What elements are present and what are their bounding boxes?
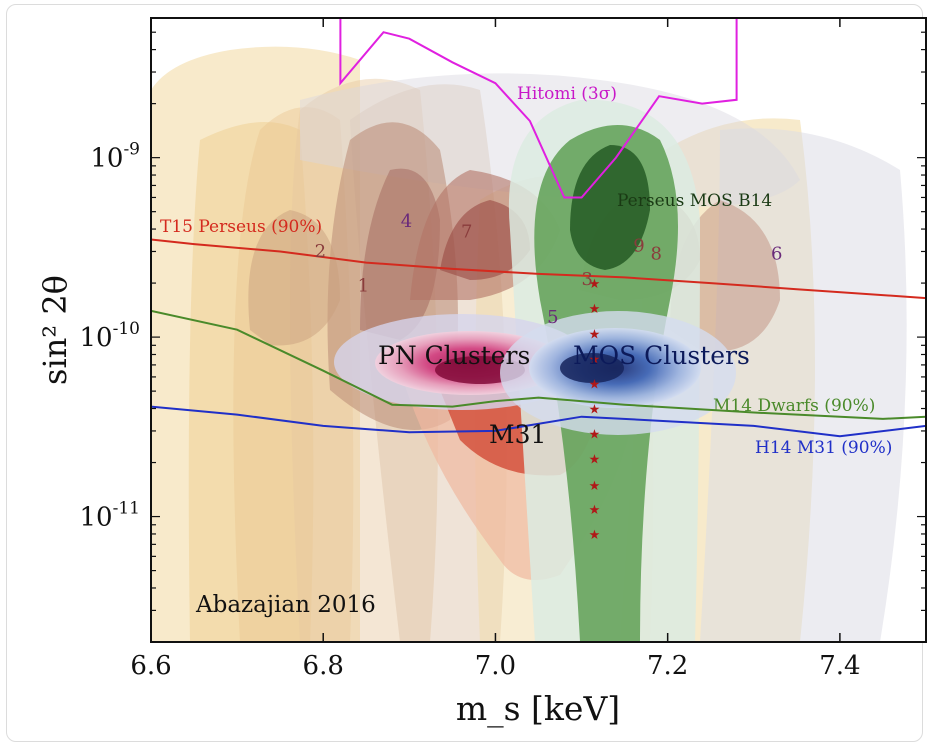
galaxy-labels: 1 2 3 4 5 6 7 89 — [315, 211, 783, 328]
perseus-inner — [570, 145, 650, 270]
limit-curve-line — [151, 405, 926, 438]
galaxy-number-label: 7 — [461, 221, 472, 242]
star-marker: ★ — [589, 428, 601, 443]
star-marker: ★ — [589, 528, 601, 543]
limit-curve-line — [151, 238, 926, 300]
plot-border — [150, 17, 927, 643]
star-marker: ★ — [589, 503, 601, 518]
mos-clusters-region — [500, 311, 736, 435]
pn-clusters-label: PN Clusters — [378, 341, 530, 370]
star-marker: ★ — [589, 479, 601, 494]
galaxy-number-label: 6 — [771, 244, 782, 265]
stars-series: ★ ★ ★ ★ ★ ★ ★ ★ ★ ★ ★ — [589, 277, 601, 543]
star-marker: ★ — [589, 378, 601, 393]
star-marker: ★ — [589, 302, 601, 317]
x-tick-label: 7.2 — [647, 651, 688, 681]
star-marker: ★ — [589, 352, 601, 367]
star-marker: ★ — [589, 327, 601, 342]
y-tick-label: 10-9 — [90, 140, 140, 174]
galaxy-number-label: 2 — [315, 241, 326, 262]
y-tick-label: 10-11 — [80, 499, 140, 533]
x-tick-label: 6.8 — [303, 651, 344, 681]
galaxy-contour — [248, 210, 340, 346]
h14-label: H14 M31 (90%) — [755, 438, 892, 458]
galaxy-number-label: 4 — [401, 211, 412, 232]
x-axis-label: m_s [keV] — [456, 689, 620, 729]
hitomi-label: Hitomi (3σ) — [517, 84, 617, 104]
y-axis-ticks: 10-9 10-10 10-11 — [80, 31, 926, 643]
mos-inner — [560, 353, 624, 383]
limit-curves — [151, 18, 926, 438]
x-tick-label: 7.4 — [819, 651, 860, 681]
mos-clusters-label: MOS Clusters — [573, 341, 750, 370]
galaxy-number-label: 8 — [650, 244, 661, 265]
star-marker: ★ — [589, 277, 601, 292]
plot-area: ★ ★ ★ ★ ★ ★ ★ ★ ★ ★ ★ 1 2 3 4 5 6 7 89 — [151, 18, 926, 642]
t15-label: T15 Perseus (90%) — [160, 217, 322, 237]
limit-curve-line — [151, 309, 926, 420]
contour-band — [151, 46, 360, 642]
limit-curve-line — [339, 18, 738, 199]
y-tick-label: 10-10 — [80, 319, 140, 353]
m14-label: M14 Dwarfs (90%) — [713, 396, 875, 416]
y-axis-label: sin² 2θ — [36, 275, 74, 385]
m31-label: M31 — [489, 420, 546, 449]
star-marker: ★ — [589, 453, 601, 468]
galaxy-contour — [440, 200, 530, 280]
x-tick-label: 7.0 — [475, 651, 516, 681]
galaxy-number-label: 5 — [547, 307, 558, 328]
x-tick-label: 6.6 — [130, 651, 171, 681]
galaxy-number-label: 3 — [582, 269, 593, 290]
galaxy-number-label: 1 — [358, 275, 369, 296]
galaxy-number-label: 9 — [633, 235, 644, 256]
star-marker: ★ — [589, 403, 601, 418]
perseus-label: Perseus MOS B14 — [617, 191, 772, 211]
x-axis-ticks: 6.6 6.8 7.0 7.2 7.4 — [130, 18, 861, 681]
citation-label: Abazajian 2016 — [195, 592, 376, 618]
